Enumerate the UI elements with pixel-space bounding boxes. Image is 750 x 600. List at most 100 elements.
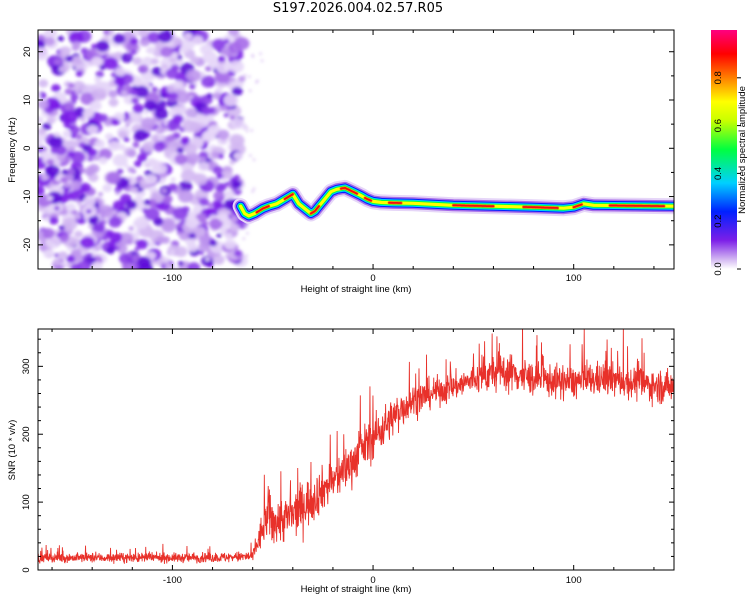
noise-blob	[115, 190, 120, 195]
noise-blob	[197, 161, 210, 172]
noise-blob	[46, 117, 55, 125]
noise-blob	[220, 105, 228, 112]
noise-blob	[131, 97, 140, 104]
snr-series	[38, 329, 674, 564]
noise-blob	[130, 89, 138, 96]
noise-blob	[49, 216, 59, 225]
noise-blob	[216, 173, 224, 180]
noise-blob	[178, 180, 193, 193]
noise-blob	[251, 55, 255, 58]
noise-blob	[203, 131, 216, 142]
noise-blob	[208, 59, 220, 69]
noise-blob	[165, 68, 179, 79]
noise-blob	[223, 190, 235, 200]
snr-xtick-label: 100	[566, 575, 582, 586]
page-title: S197.2026.004.02.57.R05	[272, 1, 444, 16]
noise-blob	[143, 161, 150, 168]
noise-blob	[114, 76, 125, 86]
noise-blob	[70, 94, 79, 101]
noise-blob	[41, 228, 55, 239]
colorbar-tick-label: 0.6	[713, 119, 724, 132]
colorbar-tick-label: 0.4	[713, 167, 724, 180]
spec-xtick-label: -100	[163, 273, 182, 284]
signal-peak	[364, 197, 372, 202]
colorbar-ticks: 0.0 0.2 0.4 0.6 0.8	[713, 71, 741, 276]
noise-blob	[116, 168, 124, 175]
noise-blob	[65, 203, 76, 212]
colorbar-tick-label: 0.2	[713, 215, 724, 228]
noise-blob	[72, 80, 86, 92]
noise-blob	[63, 187, 69, 193]
noise-blob	[67, 82, 75, 89]
spec-ytick-label: 10	[22, 95, 33, 106]
noise-blob	[45, 166, 53, 173]
noise-blob	[79, 182, 91, 193]
noise-blob	[91, 56, 103, 67]
noise-blob	[140, 117, 156, 130]
noise-blob	[228, 60, 244, 73]
noise-blob	[172, 37, 183, 46]
noise-blob	[127, 166, 135, 173]
signal-peak	[310, 205, 320, 215]
noise-blob	[169, 92, 179, 100]
noise-blob	[160, 46, 173, 58]
signal-peak	[522, 206, 559, 209]
signal-peak	[452, 204, 495, 208]
noise-blob	[243, 74, 247, 77]
noise-blob	[166, 134, 176, 142]
noise-blob	[106, 246, 115, 255]
noise-blob	[134, 160, 142, 167]
noise-blob	[165, 263, 173, 269]
noise-blob	[79, 116, 87, 122]
noise-blob	[107, 140, 121, 151]
noise-blob	[129, 113, 141, 123]
noise-blob	[168, 183, 178, 191]
noise-blob	[132, 103, 144, 114]
noise-blob	[185, 152, 200, 165]
noise-blob	[108, 89, 118, 98]
snr-ylabel: SNR (10 * v/v)	[7, 420, 18, 481]
noise-blob	[86, 171, 93, 177]
noise-blob	[231, 180, 242, 189]
noise-blob	[88, 215, 100, 224]
noise-blob	[121, 262, 128, 267]
noise-blob	[252, 158, 256, 161]
noise-blob	[260, 59, 264, 62]
noise-blob	[58, 225, 65, 231]
noise-blob	[105, 133, 114, 141]
noise-blob	[108, 216, 122, 228]
noise-blob	[189, 55, 200, 64]
spec-ytick-label: 20	[22, 46, 33, 57]
noise-blob	[229, 115, 236, 121]
noise-blob	[67, 168, 75, 175]
noise-blob	[186, 69, 201, 82]
noise-blob	[223, 113, 229, 118]
snr-xlabel: Height of straight line (km)	[301, 584, 412, 595]
noise-blob	[244, 124, 247, 127]
noise-blob	[150, 58, 159, 65]
noise-blob	[132, 142, 140, 148]
noise-blob	[76, 260, 91, 269]
noise-blob	[199, 44, 213, 55]
noise-blob	[142, 208, 149, 213]
noise-blob	[233, 152, 243, 160]
noise-blob	[94, 139, 106, 149]
noise-blob	[212, 166, 223, 175]
snr-ytick-label: 100	[21, 494, 32, 510]
noise-blob	[243, 127, 246, 130]
noise-blob	[214, 70, 231, 84]
noise-blob	[147, 241, 156, 248]
noise-blob	[60, 233, 70, 242]
noise-blob	[231, 86, 243, 96]
noise-blob	[193, 173, 208, 186]
noise-blob	[134, 246, 140, 252]
noise-blob	[216, 233, 222, 238]
noise-blob	[143, 199, 151, 206]
noise-blob	[132, 57, 142, 65]
snr-panel: -100 0 100 0 100 200 300 Height of straight li…	[7, 328, 675, 595]
noise-blob	[64, 103, 73, 111]
noise-blob	[137, 256, 152, 269]
noise-blob	[212, 254, 225, 265]
noise-blob	[156, 236, 165, 244]
